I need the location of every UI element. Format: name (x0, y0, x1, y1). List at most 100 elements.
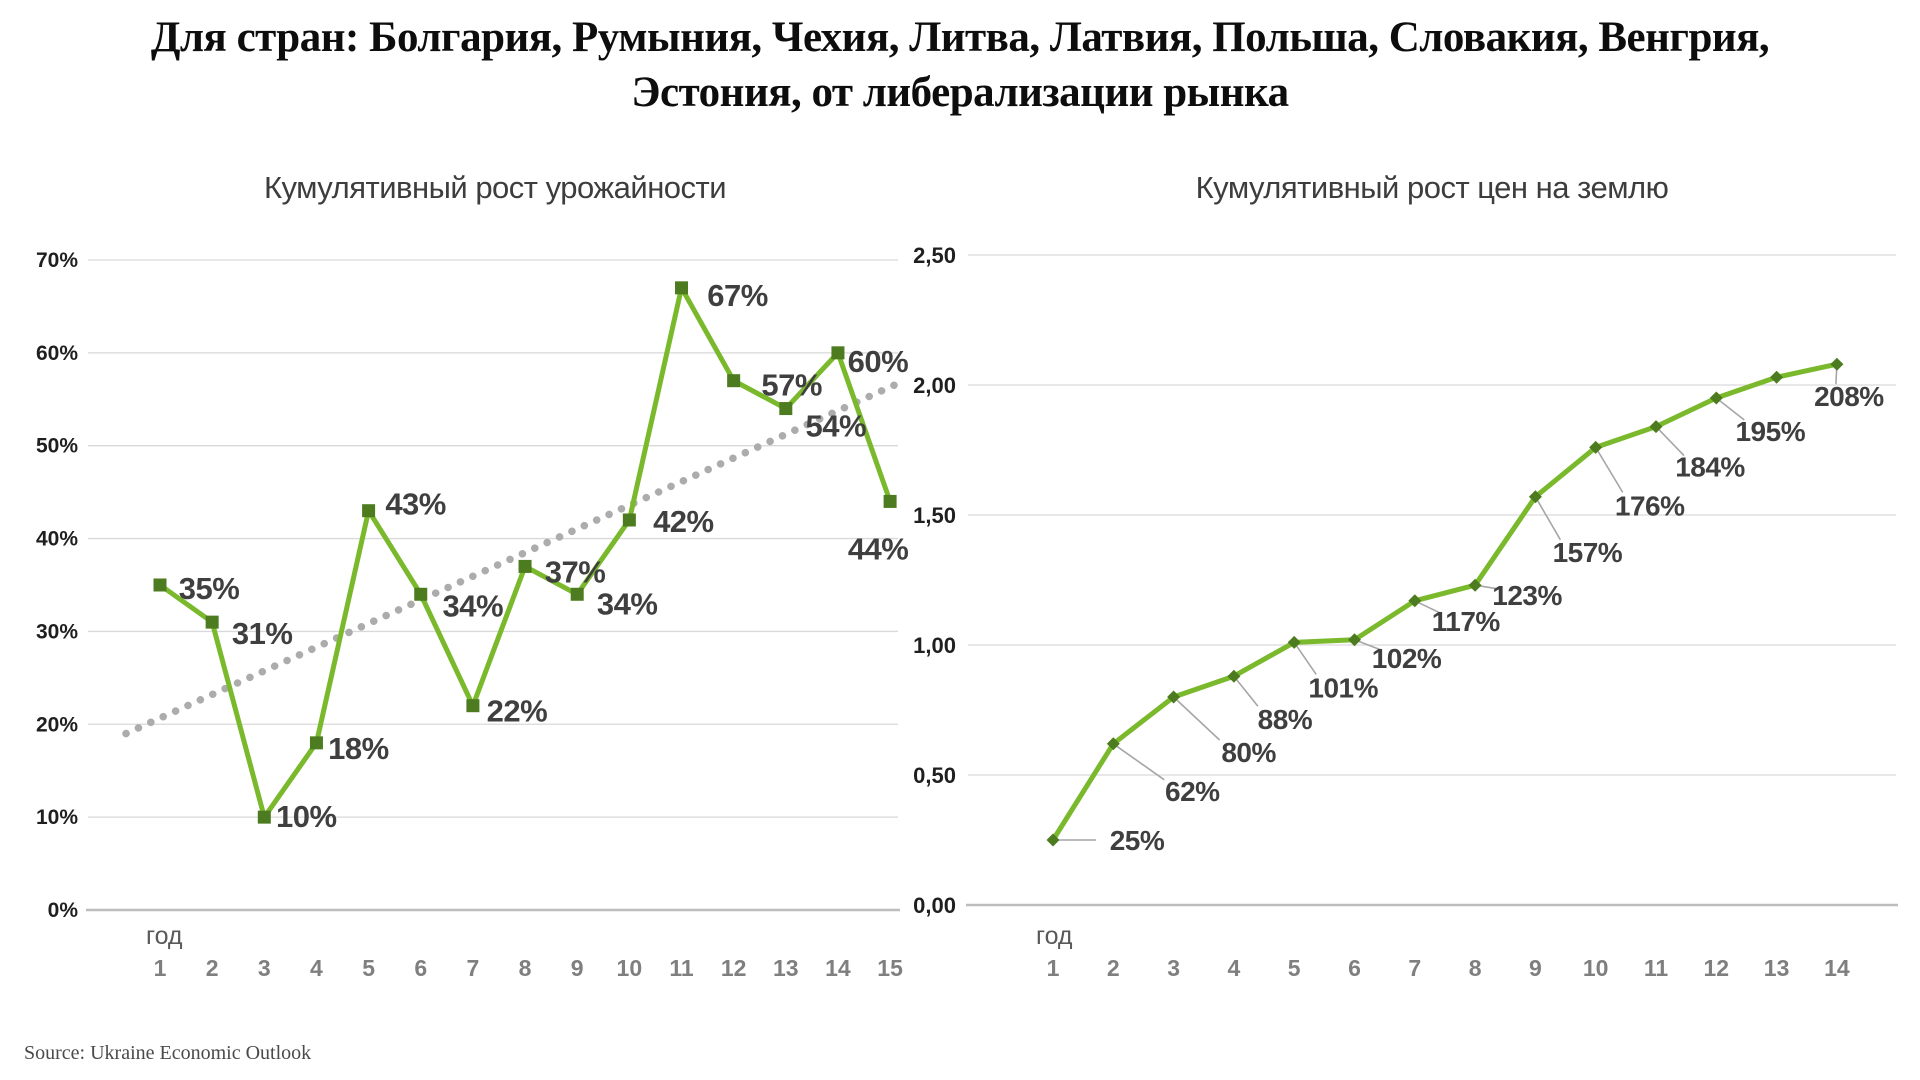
y-tick-label: 0,50 (913, 763, 956, 788)
y-tick-label: 0,00 (913, 893, 956, 918)
x-tick-label: 1 (1047, 955, 1060, 981)
data-point-label: 195% (1735, 416, 1805, 447)
data-point-marker (570, 587, 584, 601)
data-point-label: 44% (848, 531, 909, 566)
land-price-series-line (1050, 361, 1838, 842)
y-tick-label: 10% (36, 806, 78, 829)
data-point-marker (1046, 833, 1060, 847)
y-tick-label: 1,50 (913, 503, 956, 528)
data-point-marker (1589, 440, 1603, 454)
data-point-marker (1528, 490, 1542, 504)
data-point-marker (1287, 635, 1301, 649)
data-point-label: 18% (328, 731, 389, 766)
page-title: Для стран: Болгария, Румыния, Чехия, Лит… (0, 10, 1920, 120)
y-tick-label: 60% (36, 342, 78, 365)
data-point-label: 34% (442, 588, 503, 623)
x-tick-label: 2 (1107, 955, 1120, 981)
y-tick-label: 0% (48, 899, 79, 922)
x-tick-label: 6 (1348, 955, 1361, 981)
x-tick-label: 11 (669, 955, 694, 981)
y-tick-label: 1,00 (913, 633, 956, 658)
y-tick-label: 20% (36, 713, 78, 736)
data-point-label: 208% (1814, 381, 1884, 412)
data-point-label: 102% (1372, 643, 1442, 674)
yield-chart-title: Кумулятивный рост урожайности (263, 170, 727, 205)
data-point-marker (779, 402, 793, 416)
data-point-marker (1468, 578, 1482, 592)
data-point-label: 10% (276, 799, 337, 834)
label-leader-line (1534, 496, 1562, 541)
label-leader-line (1715, 397, 1745, 421)
yield-chart: 70%60%50%40%30%20%10%0%1 2 3 4 5 6 7 8 9 10 11 12 13… (36, 249, 909, 981)
y-tick-label: 2,00 (913, 373, 956, 398)
data-point-label: 57% (761, 368, 822, 403)
y-tick-label: 50% (36, 435, 78, 458)
data-point-marker (1348, 633, 1361, 647)
data-point-marker (518, 559, 532, 573)
data-point-marker (622, 513, 636, 527)
data-point-marker (1649, 420, 1663, 434)
x-tick-label: 7 (1408, 955, 1421, 981)
data-point-label: 25% (1110, 825, 1165, 856)
data-point-label: 88% (1258, 704, 1313, 735)
x-tick-label: 3 (258, 955, 271, 981)
trendline (122, 376, 908, 738)
x-axis-title: год (146, 922, 183, 950)
x-tick-label: 10 (617, 955, 643, 981)
y-tick-label: 40% (36, 528, 78, 551)
title-line-2: Эстония, от либерализации рынка (631, 69, 1289, 116)
data-point-marker (675, 281, 688, 295)
data-point-label: 117% (1432, 606, 1501, 637)
data-point-marker (257, 810, 271, 824)
x-tick-label: 13 (1764, 955, 1790, 981)
x-tick-label: 5 (1288, 955, 1301, 981)
data-point-label: 35% (179, 571, 240, 606)
data-point-label: 176% (1615, 490, 1685, 521)
data-point-label: 157% (1553, 537, 1623, 568)
land-price-chart: 2,502,001,501,000,500,001 2 3 4 5 6 7 8 9 10 11 12 1… (913, 243, 1898, 981)
data-point-marker (414, 587, 428, 601)
x-tick-label: 14 (1824, 955, 1850, 981)
label-leader-line (1293, 641, 1317, 675)
y-tick-label: 2,50 (913, 243, 956, 268)
data-point-marker (831, 346, 845, 360)
data-point-label: 80% (1221, 737, 1276, 768)
x-tick-label: 6 (414, 955, 427, 981)
label-leader-line (1595, 446, 1624, 493)
x-tick-label: 7 (467, 955, 480, 981)
x-tick-label: 8 (1469, 955, 1482, 981)
x-tick-label: 14 (825, 955, 851, 981)
data-point-label: 60% (848, 344, 909, 379)
title-line-1: Для стран: Болгария, Румыния, Чехия, Лит… (150, 14, 1770, 61)
data-point-label: 37% (545, 554, 606, 589)
data-point-marker (205, 615, 219, 629)
data-point-label: 62% (1165, 776, 1220, 807)
x-tick-label: 8 (519, 955, 532, 981)
data-point-marker (883, 494, 897, 508)
data-point-label: 54% (806, 409, 867, 444)
data-point-label: 123% (1492, 580, 1562, 611)
x-axis-title: год (1036, 922, 1073, 950)
x-tick-label: 9 (571, 955, 584, 981)
data-point-label: 101% (1308, 672, 1378, 703)
x-tick-label: 12 (721, 955, 747, 981)
x-tick-label: 3 (1167, 955, 1180, 981)
data-point-label: 43% (385, 487, 446, 522)
data-point-marker (362, 504, 376, 518)
x-tick-label: 5 (362, 955, 375, 981)
source-note: Source: Ukraine Economic Outlook (24, 1042, 312, 1064)
data-point-label: 184% (1675, 452, 1745, 483)
data-point-label: 34% (597, 586, 658, 621)
data-point-marker (309, 736, 323, 750)
data-point-marker (153, 578, 167, 592)
y-tick-label: 30% (36, 620, 78, 643)
x-tick-label: 1 (154, 955, 167, 981)
data-point-marker (1167, 690, 1181, 704)
y-tick-label: 70% (36, 249, 78, 272)
data-point-marker (1770, 370, 1784, 384)
x-tick-label: 2 (206, 955, 219, 981)
x-tick-label: 10 (1583, 955, 1609, 981)
data-point-label: 42% (653, 504, 714, 539)
data-point-label: 67% (707, 278, 768, 313)
